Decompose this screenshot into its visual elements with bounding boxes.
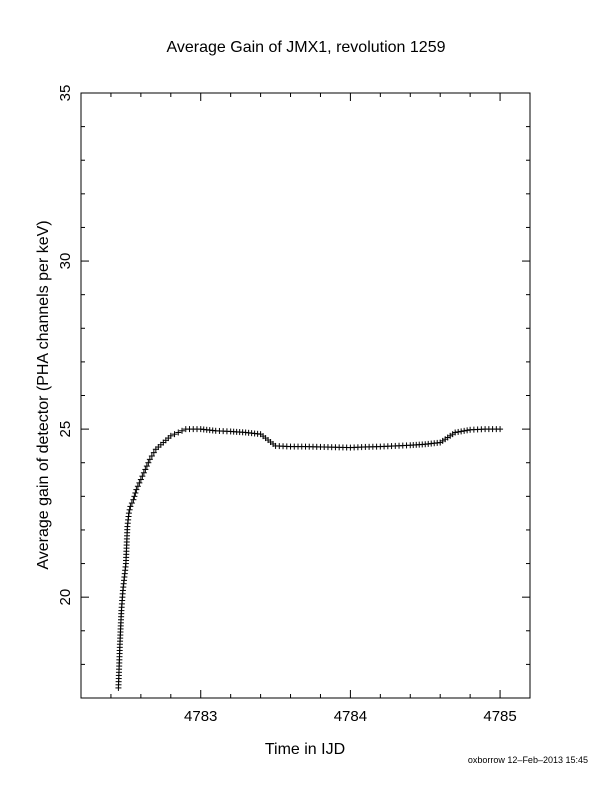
- data-point-dense: [171, 431, 178, 438]
- y-tick-label: 25: [57, 421, 74, 438]
- x-axis-label: Time in IJD: [265, 741, 345, 758]
- data-point-dense: [128, 500, 135, 507]
- data-point: [127, 503, 134, 510]
- data-point-dense: [461, 427, 468, 434]
- data-point-dense: [131, 493, 138, 500]
- data-point-dense: [139, 473, 146, 480]
- chart-title: Average Gain of JMX1, revolution 1259: [167, 39, 446, 56]
- y-tick-label: 20: [57, 589, 74, 606]
- data-point-dense: [464, 427, 471, 434]
- data-point-dense: [145, 459, 152, 466]
- data-point-dense: [134, 483, 141, 490]
- data-points: [115, 426, 504, 691]
- plot-frame: [80, 92, 531, 699]
- x-tick-label: 4785: [483, 708, 516, 725]
- data-point-dense: [143, 463, 150, 470]
- data-point-dense: [140, 469, 147, 476]
- data-point-dense: [179, 427, 186, 434]
- y-axis-label: Average gain of detector (PHA channels p…: [35, 220, 52, 569]
- data-point: [142, 466, 149, 473]
- data-point-dense: [455, 428, 462, 435]
- x-tick-label: 4783: [184, 708, 217, 725]
- data-point-dense: [136, 479, 143, 486]
- data-point: [133, 486, 140, 493]
- data-point-dense: [150, 449, 157, 456]
- data-point: [125, 510, 132, 517]
- data-point: [497, 426, 504, 433]
- data-point-dense: [458, 428, 465, 435]
- y-tick-label: 30: [57, 253, 74, 270]
- axis-ticks: 4783 4784 4785 20 25 30 35: [57, 85, 531, 725]
- data-point-dense: [148, 453, 155, 459]
- data-point: [452, 429, 459, 436]
- data-point: [130, 496, 137, 503]
- y-tick-label: 35: [57, 85, 74, 102]
- data-point-dense: [126, 506, 133, 513]
- footer-credit: oxborrow 12–Feb–2013 15:45: [467, 755, 588, 765]
- data-point: [137, 476, 144, 483]
- data-point: [146, 456, 153, 463]
- data-point: [175, 429, 182, 436]
- data-point-dense: [132, 489, 139, 496]
- data-point: [167, 432, 174, 439]
- x-tick-label: 4784: [334, 708, 367, 725]
